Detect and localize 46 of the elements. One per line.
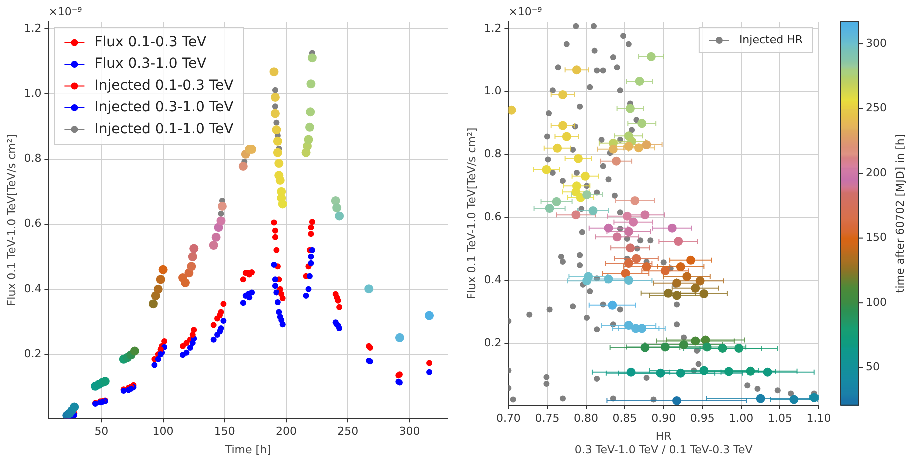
- y-tick-label: 0.8: [24, 152, 42, 166]
- color-bar-label: 150: [866, 231, 887, 244]
- y-tick-label: 1.2: [484, 22, 502, 35]
- y-tick-label: 0.4: [484, 273, 502, 286]
- y-tick-label: 1.0: [484, 84, 502, 98]
- text: ×10⁻⁹: [48, 5, 82, 18]
- legend-label: Injected 0.1-0.3 TeV: [94, 78, 234, 94]
- x-axis-title: Time [h]: [224, 443, 272, 456]
- y-tick-label: 0.6: [484, 210, 502, 224]
- x-tick-label: 0.95: [690, 412, 715, 425]
- x-tick-label: 0.85: [612, 412, 638, 425]
- y-axis-title: Flux 0.1 TeV-1.0 TeV[TeV/s cm²]: [5, 134, 18, 306]
- legend-label: Injected HR: [739, 33, 804, 46]
- y-tick-label: 0.2: [24, 347, 42, 360]
- color-bar-label: 200: [866, 166, 887, 180]
- x-tick-label: 50: [94, 425, 109, 438]
- color-bar-title: time after 60702 [MJD] in [h]: [894, 134, 907, 294]
- legend-label: Injected 0.1-1.0 TeV: [94, 121, 234, 138]
- legend-label: Flux 0.3-1.0 TeV: [94, 56, 208, 72]
- text: ×10⁻⁹: [508, 5, 542, 18]
- x-tick-label: 0.75: [535, 412, 560, 425]
- x-tick-label: 1.00: [729, 412, 754, 425]
- x-tick-label: 0.80: [574, 412, 599, 425]
- color-bar-label: 100: [866, 296, 887, 309]
- x-axis-title: HR 0.3 TeV-1.0 TeV / 0.1 TeV-0.3 TeV: [574, 430, 754, 456]
- color-bar-label: 250: [866, 102, 887, 115]
- x-tick-label: 200: [276, 425, 298, 438]
- y-tick-label: 0.4: [24, 282, 42, 296]
- y-tick-label: 0.6: [24, 217, 42, 230]
- x-tick-label: 250: [338, 425, 359, 438]
- x-tick-label: 1.05: [768, 412, 792, 425]
- color-bar-label: 50: [866, 360, 880, 374]
- y-tick-label: 0.8: [484, 148, 502, 161]
- y-tick-label: 0.2: [484, 336, 502, 350]
- y-tick-label: 1.2: [24, 22, 42, 36]
- x-tick-label: 0.90: [652, 412, 676, 425]
- x-tick-label: 100: [152, 425, 174, 438]
- x-tick-label: 300: [399, 425, 420, 438]
- legend-label: Flux 0.1-0.3 TeV: [94, 34, 208, 50]
- x-tick-label: 1.10: [806, 412, 832, 425]
- x-tick-label: 150: [214, 425, 236, 438]
- color-bar-label: 300: [866, 36, 887, 50]
- y-axis-title: Flux 0.1 TeV-1.0 TeV[TeV/s cm²]: [465, 128, 478, 300]
- legend-label: Injected 0.3-1.0 TeV: [94, 100, 234, 116]
- y-tick-label: 1.0: [24, 87, 42, 100]
- x-tick-label: 0.70: [496, 412, 521, 425]
